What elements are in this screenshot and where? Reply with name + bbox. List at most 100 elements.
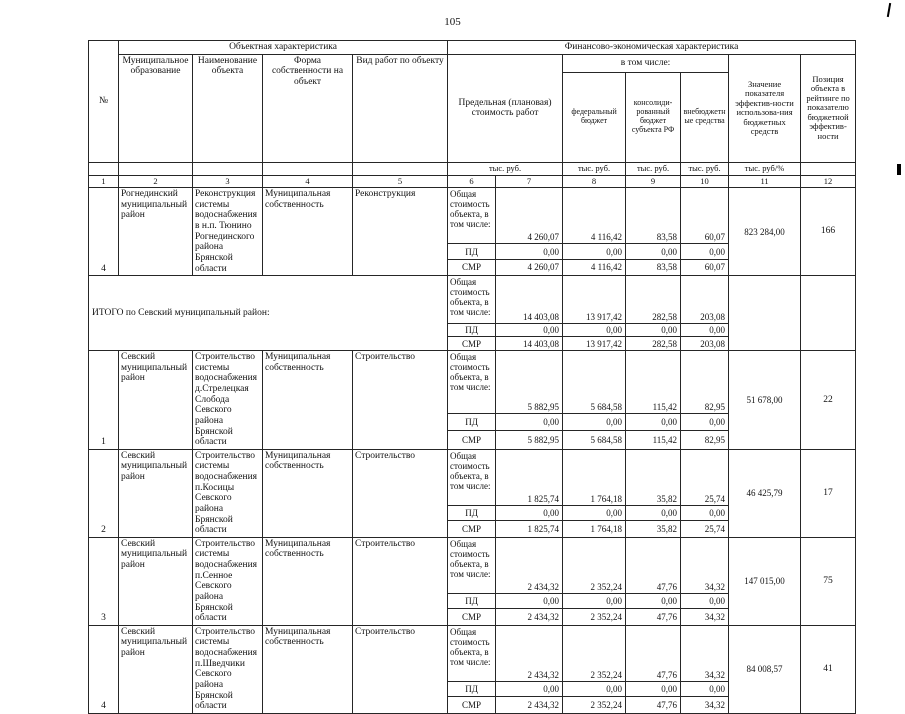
- pd-consolidated-cell: 0,00: [625, 243, 682, 260]
- column-number-cell: 10: [680, 174, 730, 189]
- scan-artifact: [897, 164, 901, 175]
- smr-cost-cell: 4 260,07: [495, 258, 564, 277]
- header-budgets-row: федеральный бюджет консолиди-рованный бю…: [89, 71, 856, 163]
- empty-cell: [192, 161, 263, 176]
- cost-row-label: Общая стоимость объекта, в том числе:: [447, 187, 497, 245]
- pd-extrabudgetary-cell: 0,00: [680, 413, 730, 432]
- pd-cost-cell: 0,00: [495, 243, 564, 260]
- empty-cell: [118, 161, 193, 176]
- smr-federal-cell: 5 684,58: [562, 430, 627, 450]
- unit-cost: тыс. руб.: [447, 161, 564, 176]
- federal-cell: 2 352,24: [562, 624, 627, 683]
- smr-consolidated-cell: 282,58: [625, 336, 682, 352]
- pd-row-label: ПД: [447, 681, 497, 698]
- objects-table: № Объектная характеристика Финансово-эко…: [87, 40, 857, 714]
- rating-cell: 166: [800, 187, 857, 277]
- smr-row-label: СМР: [447, 696, 497, 714]
- efficiency-column-header: Значение показателя эффектив-ности испол…: [728, 53, 802, 163]
- smr-cost-cell: 1 825,74: [495, 520, 564, 538]
- num-column-header: №: [88, 40, 119, 163]
- federal-cell: 5 684,58: [562, 350, 627, 415]
- pd-federal-cell: 0,00: [562, 505, 627, 522]
- smr-cost-cell: 2 434,32: [495, 696, 564, 714]
- smr-cost-cell: 14 403,08: [495, 336, 564, 352]
- ownership-cell: Муниципальная собственность: [262, 187, 353, 277]
- column-number-cell: 6: [447, 174, 497, 189]
- smr-federal-cell: 1 764,18: [562, 520, 627, 538]
- smr-federal-cell: 2 352,24: [562, 608, 627, 626]
- consolidated-budget-column-header: консолиди-рованный бюджет субъекта РФ: [625, 71, 682, 163]
- planned-cost-column-header: Предельная (плановая) стоимость работ: [447, 53, 564, 163]
- object-group-header: Объектная характеристика: [117, 40, 449, 55]
- object-row: 4 Рогнединский муниципальный район Рекон…: [88, 187, 857, 277]
- municipality-cell: Рогнединский муниципальный район: [118, 187, 193, 277]
- smr-consolidated-cell: 83,58: [625, 258, 682, 277]
- smr-consolidated-cell: 35,82: [625, 520, 682, 538]
- pd-row-label: ПД: [447, 593, 497, 610]
- smr-row: СМР 14 403,08 13 917,42 282,58 203,08: [89, 336, 856, 352]
- ownership-cell: Муниципальная собственность: [262, 350, 353, 450]
- num-cell: 2: [88, 448, 119, 538]
- cost-row-label: Общая стоимость объекта, в том числе:: [447, 350, 497, 415]
- finance-group-header: Финансово-экономическая характеристика: [447, 40, 857, 55]
- extrabudgetary-cell: 203,08: [680, 275, 730, 325]
- federal-budget-column-header: федеральный бюджет: [562, 71, 627, 163]
- pd-cost-cell: 0,00: [495, 323, 564, 338]
- column-number-cell: 9: [625, 174, 682, 189]
- smr-row-label: СМР: [447, 520, 497, 538]
- extrabudgetary-cell: 34,32: [680, 536, 730, 595]
- municipality-column-header: Муниципальное образование: [118, 53, 193, 163]
- pd-federal-cell: 0,00: [562, 681, 627, 698]
- object-name-cell: Реконструкция системы водоснабжения в н.…: [192, 187, 263, 277]
- cost-row-label: Общая стоимость объекта, в том числе:: [447, 536, 497, 595]
- pd-row: ПД 0,00 0,00 0,00 0,00: [89, 413, 856, 432]
- smr-consolidated-cell: 115,42: [625, 430, 682, 450]
- municipality-cell: Севский муниципальный район: [118, 624, 193, 714]
- column-number-cell: 4: [262, 174, 353, 189]
- pd-row-label: ПД: [447, 413, 497, 432]
- work-type-cell: Строительство: [351, 624, 449, 714]
- header-group-row: № Объектная характеристика Финансово-эко…: [88, 40, 857, 163]
- extrabudgetary-column-header: внебюджетные средства: [680, 71, 730, 163]
- municipality-cell: Севский муниципальный район: [118, 536, 193, 626]
- smr-federal-cell: 2 352,24: [562, 696, 627, 714]
- smr-extrabudgetary-cell: 25,74: [680, 520, 730, 538]
- total-cost-cell: 2 434,32: [495, 624, 564, 683]
- pd-consolidated-cell: 0,00: [625, 593, 682, 610]
- efficiency-cell: 51 678,00: [728, 350, 802, 450]
- work-type-cell: Строительство: [351, 536, 449, 626]
- cost-row-label: Общая стоимость объекта, в том числе:: [447, 448, 497, 507]
- pd-cost-cell: 0,00: [495, 681, 564, 698]
- total-cost-cell: 1 825,74: [495, 448, 564, 507]
- itogo-row: ИТОГО по Севский муниципальный район: Об…: [87, 275, 857, 352]
- object-row: 4 Севский муниципальный район Строительс…: [88, 624, 857, 714]
- object-name-cell: Строительство системы водоснабжения п.Ко…: [192, 448, 263, 538]
- empty-cell: [262, 161, 353, 176]
- pd-federal-cell: 0,00: [562, 243, 627, 260]
- empty-cell: [728, 275, 802, 352]
- column-number-cell: 12: [800, 174, 857, 189]
- scan-artifact: [886, 2, 892, 18]
- num-cell: 4: [88, 187, 119, 277]
- total-cost-cell: 4 260,07: [495, 187, 564, 245]
- rating-cell: 17: [800, 448, 857, 538]
- extrabudgetary-cell: 82,95: [680, 350, 730, 415]
- efficiency-cell: 147 015,00: [728, 536, 802, 626]
- unit-extrabudgetary: тыс. руб.: [680, 161, 730, 176]
- smr-consolidated-cell: 47,76: [625, 696, 682, 714]
- pd-federal-cell: 0,00: [562, 413, 627, 432]
- ownership-cell: Муниципальная собственность: [262, 536, 353, 626]
- cost-row-label: Общая стоимость объекта, в том числе:: [447, 275, 497, 325]
- smr-extrabudgetary-cell: 34,32: [680, 608, 730, 626]
- extrabudgetary-cell: 60,07: [680, 187, 730, 245]
- pd-cost-cell: 0,00: [495, 413, 564, 432]
- smr-row-label: СМР: [447, 258, 497, 277]
- object-name-cell: Строительство системы водоснабжения п.Се…: [192, 536, 263, 626]
- pd-cost-cell: 0,00: [495, 505, 564, 522]
- work-type-cell: Реконструкция: [351, 187, 449, 277]
- object-name-cell: Строительство системы водоснабжения п.Шв…: [192, 624, 263, 714]
- municipality-cell: Севский муниципальный район: [118, 350, 193, 450]
- itogo-label-cell: ИТОГО по Севский муниципальный район:: [87, 275, 449, 352]
- consolidated-cell: 35,82: [625, 448, 682, 507]
- pd-row-label: ПД: [447, 505, 497, 522]
